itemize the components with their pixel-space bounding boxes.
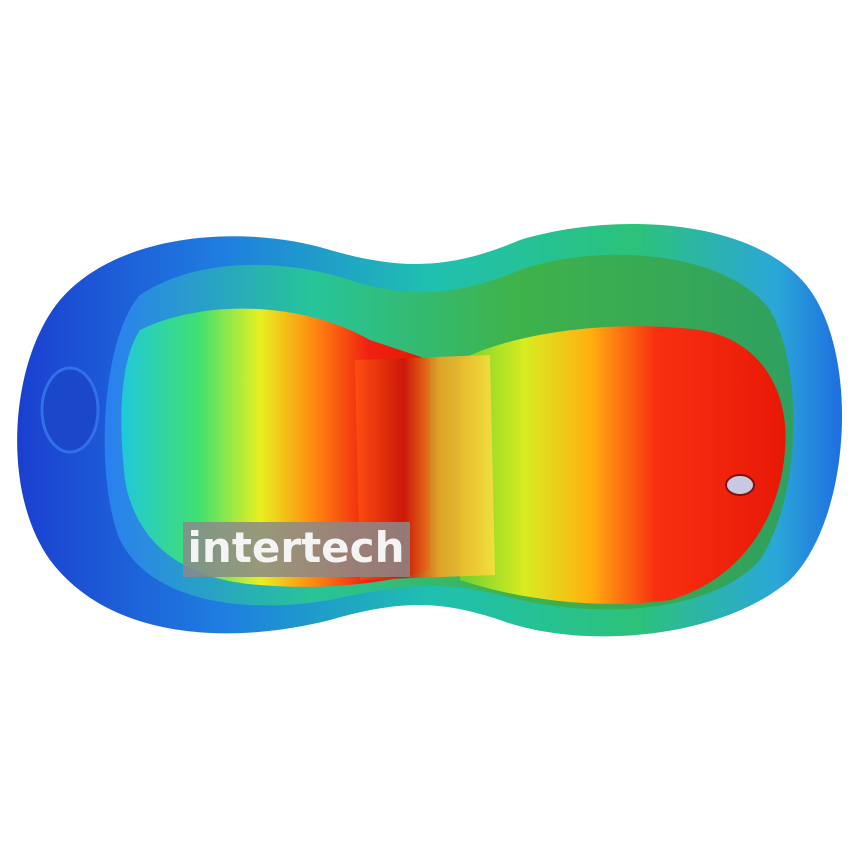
watermark-box xyxy=(183,522,410,577)
watermark: intertech xyxy=(188,523,405,572)
right-basin-floor xyxy=(460,326,786,604)
drain xyxy=(725,474,755,496)
left-seat xyxy=(40,366,100,454)
left-basin-floor xyxy=(121,308,430,587)
